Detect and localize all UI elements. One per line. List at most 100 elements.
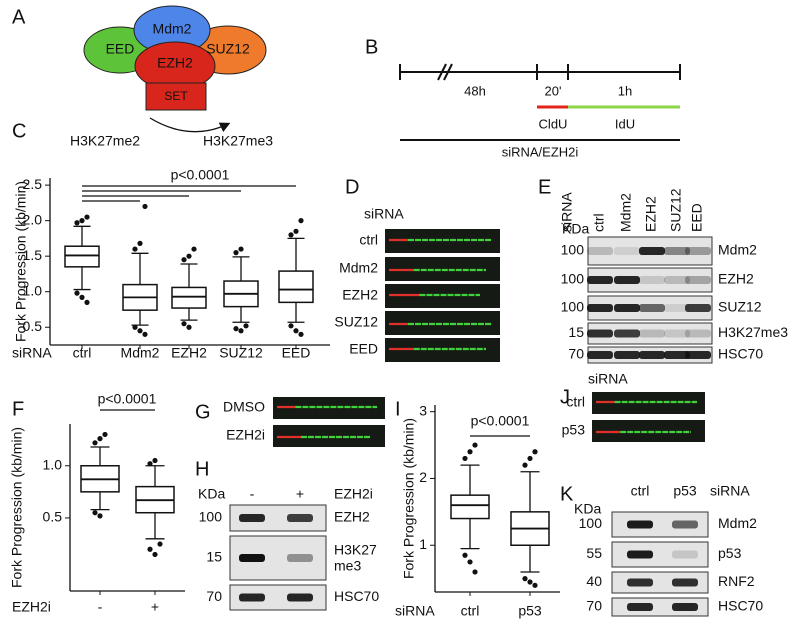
x-axis-label: siRNA xyxy=(395,603,435,619)
timeline-break xyxy=(437,63,447,81)
fiber-label: EZH2 xyxy=(342,287,378,303)
outlier xyxy=(467,449,473,455)
outlier xyxy=(293,228,299,234)
domain-label: SET xyxy=(164,89,188,103)
text-line: H3K27 xyxy=(334,541,377,557)
outlier xyxy=(472,442,478,448)
mw-marker: 40 xyxy=(586,573,602,589)
outlier xyxy=(186,324,192,330)
y-axis-label: Fork Progression (kb/min) xyxy=(13,181,29,342)
protein-name: Mdm2 xyxy=(718,242,757,258)
y-tick-label: 1.0 xyxy=(43,456,63,472)
outlier xyxy=(191,246,197,252)
mw-marker: 100 xyxy=(561,242,585,258)
outlier xyxy=(102,431,108,438)
blot-band xyxy=(287,514,313,522)
outlier xyxy=(462,552,468,558)
blot-band xyxy=(239,554,265,562)
blot-band xyxy=(639,351,665,359)
x-tick-label: SUZ12 xyxy=(219,345,263,361)
mw-marker: 55 xyxy=(586,545,602,561)
panel-label: G xyxy=(195,401,211,423)
y-tick-label: 2.5 xyxy=(23,176,43,192)
x-tick-label: EZH2 xyxy=(171,345,207,361)
blot-band xyxy=(672,550,698,559)
mw-marker: 70 xyxy=(568,346,584,362)
outlier xyxy=(142,203,148,210)
panel-label: F xyxy=(12,398,24,420)
blot-band xyxy=(664,351,690,359)
blot-band xyxy=(664,304,690,312)
fiber-label: DMSO xyxy=(223,399,265,415)
blot-band xyxy=(627,603,653,611)
outlier xyxy=(238,328,244,334)
outlier xyxy=(186,253,192,259)
blot-band xyxy=(239,593,265,602)
blot-band xyxy=(287,554,313,562)
outlier xyxy=(142,331,148,337)
protein-name: HSC70 xyxy=(718,598,763,614)
x-tick-label: - xyxy=(98,599,103,615)
outlier xyxy=(181,321,187,327)
panel-label: E xyxy=(538,176,551,198)
protein-name: EZH2 xyxy=(718,271,754,287)
box xyxy=(64,245,100,268)
lane-label: EED xyxy=(689,203,705,232)
lane-label: ctrl xyxy=(591,213,607,232)
duration-label: 20' xyxy=(545,83,562,98)
x-tick-label: Mdm2 xyxy=(121,345,160,361)
panel-label: A xyxy=(12,6,26,28)
lane-label: + xyxy=(296,486,304,502)
x-tick-label: EED xyxy=(282,345,311,361)
substrate-label: H3K27me2 xyxy=(70,133,140,149)
blot-band xyxy=(685,351,711,359)
mw-marker: 100 xyxy=(561,299,585,315)
blot-band xyxy=(685,304,711,312)
outlier xyxy=(233,250,239,256)
panel-label: K xyxy=(560,483,574,505)
y-axis-label: Fork Progression (kb/min) xyxy=(9,427,25,588)
timeline xyxy=(399,63,681,141)
fiber-label: EED xyxy=(349,341,378,357)
text-line: me3 xyxy=(334,557,361,573)
fiber-label: SUZ12 xyxy=(334,314,378,330)
blot-band xyxy=(239,514,265,522)
blot-band xyxy=(639,304,665,312)
blot-band xyxy=(614,247,640,255)
blot-band xyxy=(639,329,665,338)
blot-band xyxy=(587,304,613,312)
outlier xyxy=(472,569,478,575)
blot-strip xyxy=(611,571,709,594)
protein-label: SUZ12 xyxy=(206,41,250,57)
y-tick-label: 2.0 xyxy=(23,211,43,227)
blot-band xyxy=(639,276,665,284)
y-tick-label: 1.5 xyxy=(23,247,43,263)
blot-band xyxy=(685,329,711,338)
fiber-label: EZH2i xyxy=(226,427,265,443)
outlier xyxy=(79,294,85,300)
set-domain xyxy=(145,82,207,111)
blot-band xyxy=(664,276,690,284)
protein-name: Mdm2 xyxy=(718,515,757,531)
y-tick-label: 2 xyxy=(419,469,427,485)
protein-name: SUZ12 xyxy=(718,299,762,315)
outlier xyxy=(147,546,153,552)
protein-name: EZH2 xyxy=(334,509,370,525)
protein-label: EED xyxy=(106,41,135,57)
outlier xyxy=(288,232,294,238)
complex-diagram xyxy=(83,5,267,133)
blot-band xyxy=(614,276,640,284)
outlier xyxy=(298,218,304,224)
blot-band xyxy=(587,351,613,359)
blot-band xyxy=(664,247,690,255)
duration-label: 1h xyxy=(618,83,632,98)
blot-band xyxy=(614,304,640,312)
fiber-label: p53 xyxy=(562,422,586,438)
panel-label: D xyxy=(345,176,359,198)
mw-marker: 70 xyxy=(206,588,222,604)
mw-unit: KDa xyxy=(574,501,601,517)
outlier xyxy=(152,457,158,464)
lane-label: p53 xyxy=(673,483,697,499)
lane-label: Mdm2 xyxy=(618,193,634,232)
